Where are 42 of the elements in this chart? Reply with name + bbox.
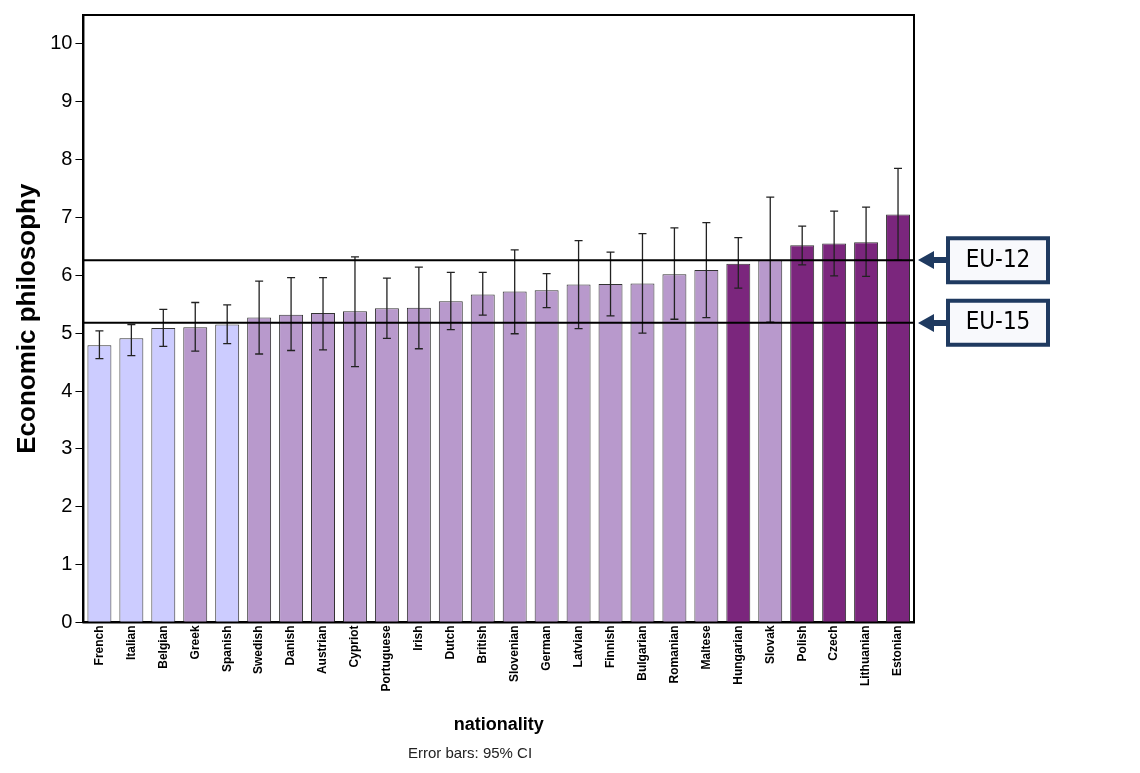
x-axis-title: nationality	[453, 714, 544, 735]
x-tick-label: Bulgarian	[634, 625, 649, 681]
y-axis-title: Economic philosophy	[10, 183, 41, 454]
x-tick-label: Greek	[187, 625, 202, 660]
x-tick-label: Czech	[826, 625, 841, 661]
x-tick-label: Finnish	[602, 625, 617, 669]
x-tick-label: Maltese	[698, 625, 713, 670]
x-tick-label: Romanian	[666, 625, 681, 684]
x-tick-label: Swedish	[251, 625, 266, 675]
y-tick-label: 5	[61, 320, 73, 343]
x-tick-label: Lithuanian	[858, 625, 873, 687]
x-tick-label: Austrian	[315, 625, 330, 675]
x-tick-label: Irish	[411, 625, 426, 651]
x-tick-label: Italian	[123, 625, 138, 661]
y-tick-label: 8	[61, 147, 73, 170]
x-tick-label: Slovenian	[507, 625, 522, 683]
y-tick-label: 9	[61, 89, 73, 112]
x-tick-label: Danish	[283, 625, 298, 666]
x-tick-label: Spanish	[219, 625, 234, 673]
x-tick-label: German	[538, 625, 553, 671]
y-tick-label: 6	[61, 262, 73, 285]
x-tick-label: Latvian	[570, 625, 585, 668]
y-tick-label: 7	[61, 204, 73, 227]
y-tick-label: 2	[61, 494, 73, 517]
y-tick-label: 4	[61, 378, 73, 401]
ref-line-label: EU-12	[965, 244, 1031, 273]
x-tick-label: Hungarian	[730, 625, 745, 685]
x-tick-label: French	[91, 625, 106, 666]
y-tick-label: 0	[61, 609, 73, 632]
y-tick-label: 10	[50, 31, 73, 54]
y-tick-label: 3	[61, 436, 73, 459]
y-tick-label: 1	[61, 552, 73, 575]
x-tick-label: British	[475, 625, 490, 664]
x-tick-label: Portuguese	[379, 625, 394, 692]
x-tick-label: Slovak	[762, 625, 777, 665]
ref-line-label: EU-15	[965, 306, 1031, 335]
x-tick-label: Belgian	[155, 625, 170, 669]
x-tick-label: Estonian	[890, 625, 905, 677]
x-tick-label: Cypriot	[347, 625, 362, 668]
text: Error bars: 95% CI	[406, 744, 534, 761]
x-tick-label: Dutch	[443, 625, 458, 660]
x-tick-label: Polish	[794, 625, 809, 662]
